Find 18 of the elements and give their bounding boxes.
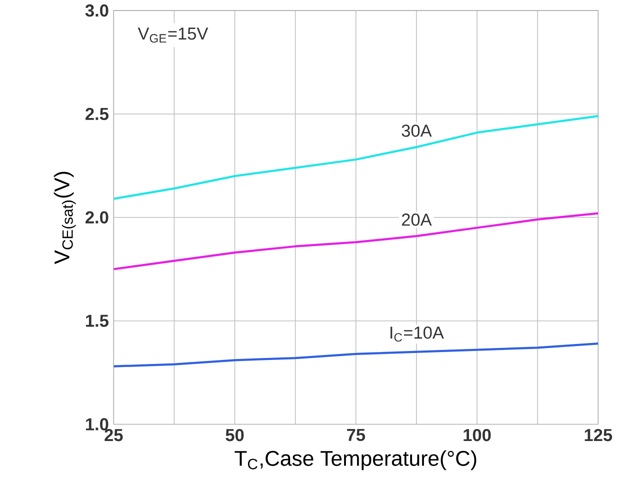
series-label: I$_{C}$=10A — [390, 326, 444, 342]
x-tick-label: 50 — [226, 428, 244, 442]
series-label: 20A — [402, 214, 432, 226]
annotation: V$_{GE}$=15V — [138, 28, 208, 43]
y-axis-title: V$_{CE(sat)}$(V) — [54, 172, 76, 264]
y-tick-label: 1.5 — [86, 314, 108, 327]
series-label: 30A — [402, 124, 432, 137]
x-axis-title: T$_{C}$,Case Temperature(°C) — [234, 450, 476, 470]
y-tick-label: 2.5 — [86, 108, 108, 120]
x-tick-label: 100 — [464, 428, 491, 442]
line-series — [114, 212, 598, 270]
x-tick-label: 125 — [584, 428, 612, 442]
x-tick-label: 75 — [347, 428, 366, 442]
y-tick-label: 3.0 — [85, 4, 108, 17]
y-tick-label: 1.0 — [86, 418, 108, 430]
line-series — [114, 114, 598, 200]
x-tick-label: 25 — [104, 428, 123, 442]
y-tick-label: 2.0 — [86, 211, 108, 224]
